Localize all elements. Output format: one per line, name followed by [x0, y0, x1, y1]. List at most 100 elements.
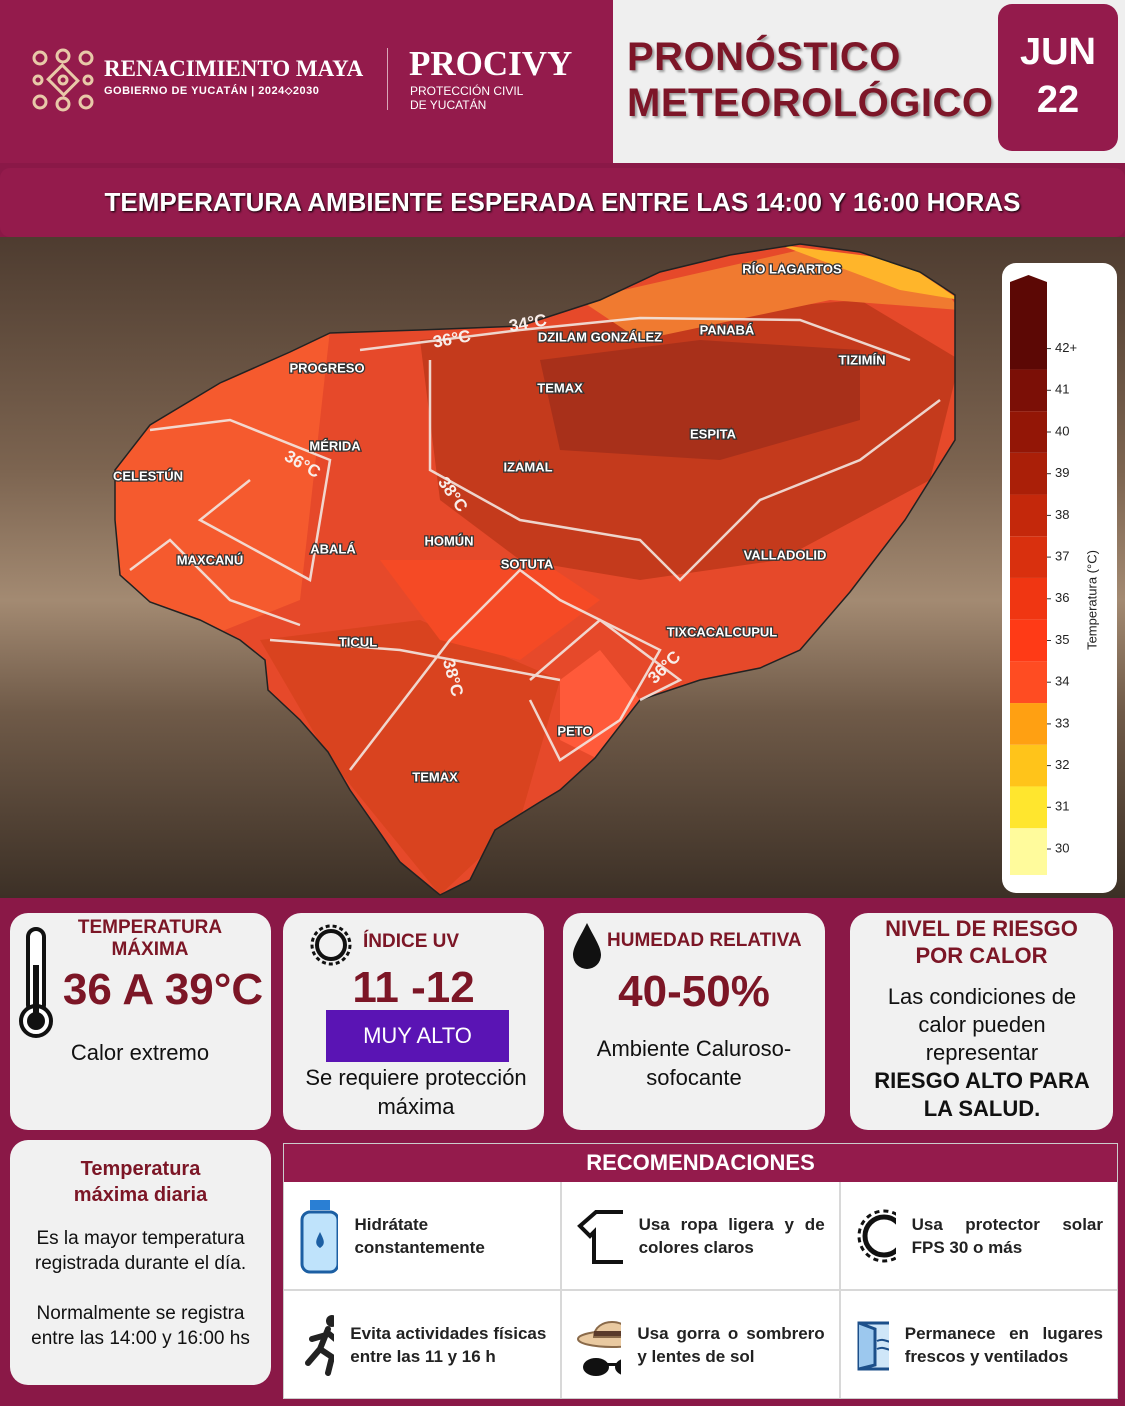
- agency-name: PROCIVY: [409, 44, 573, 83]
- place-label: TEMAX: [412, 769, 458, 784]
- risk-card: NIVEL DE RIESGO POR CALOR Las condicione…: [850, 913, 1113, 1130]
- sun-icon: [310, 924, 352, 966]
- agency-line: PROTECCIÓN CIVIL: [410, 84, 524, 98]
- title-line: PRONÓSTICO: [627, 35, 901, 79]
- uv-card: ÍNDICE UV 11 -12 MUY ALTO Se requiere pr…: [283, 913, 544, 1130]
- page-title: PRONÓSTICO METEOROLÓGICO: [627, 34, 994, 126]
- definition-title: Temperatura máxima diaria: [73, 1158, 208, 1206]
- colorbar-tick-label: 35: [1055, 632, 1069, 647]
- brand-years: 2024⬦2030: [258, 85, 320, 97]
- colorbar-tick-label: 34: [1055, 674, 1069, 689]
- recommendation: Evita actividades físicas entre las 11 y…: [284, 1291, 561, 1398]
- place-label: TIZIMÍN: [839, 352, 886, 367]
- colorbar-band: [1010, 369, 1047, 412]
- recommendation-text: Usa ropa ligera y de colores claros: [638, 1214, 825, 1257]
- recommendation-text: Evita actividades físicas entre las 11 y…: [350, 1323, 547, 1366]
- colorbar-band: [1010, 619, 1047, 662]
- date-box: JUN 22: [998, 4, 1118, 151]
- brand-subtitle: GOBIERNO DE YUCATÁN | 2024⬦2030: [104, 85, 320, 97]
- separator: [387, 48, 388, 110]
- colorbar-tick-label: 36: [1055, 590, 1069, 605]
- colorbar-band: [1010, 577, 1047, 620]
- card-value: 36 A 39°C: [62, 965, 264, 1014]
- hat-glasses-icon: [577, 1320, 622, 1376]
- recommendation: Usa gorra o sombrero y lentes de sol: [562, 1291, 839, 1398]
- colorbar-band: [1010, 536, 1047, 578]
- card-text: Calor extremo: [70, 1040, 210, 1065]
- colorbar-band: [1010, 703, 1047, 745]
- bottle-icon: [300, 1199, 339, 1273]
- banner: TEMPERATURA AMBIENTE ESPERADA ENTRE LAS …: [0, 168, 1125, 237]
- colorbar-cap: [1010, 275, 1047, 282]
- isotherm-lines: [129, 316, 941, 771]
- thermometer-icon: [19, 927, 53, 1038]
- place-label: TICUL: [339, 634, 377, 649]
- recommendation-text: Usa protector solar FPS 30 o más: [911, 1214, 1103, 1257]
- colorbar-band: [1010, 282, 1047, 370]
- agency-subtitle: PROTECCIÓN CIVIL DE YUCATÁN: [410, 84, 523, 112]
- colorbar-band: [1010, 452, 1047, 495]
- place-label: ABALÁ: [310, 541, 356, 556]
- colorbar-tick-label: 40: [1055, 423, 1069, 438]
- place-label: ESPITA: [690, 426, 737, 441]
- brand-logo: [32, 48, 94, 112]
- card-title: HUMEDAD RELATIVA: [607, 930, 802, 951]
- max-temp-card: TEMPERATURA MÁXIMA 36 A 39°C Calor extre…: [10, 913, 271, 1130]
- place-label: RÍO LAGARTOS: [742, 261, 842, 276]
- place-label: HOMÚN: [424, 533, 473, 548]
- recommendation: Usa ropa ligera y de colores claros: [562, 1182, 839, 1289]
- place-label: CELESTÚN: [113, 468, 183, 483]
- colorbar-band: [1010, 828, 1047, 875]
- colorbar-tick-label: 33: [1055, 715, 1069, 730]
- place-label: MAXCANÚ: [177, 552, 243, 567]
- header-brand-panel: RENACIMIENTO MAYA GOBIERNO DE YUCATÁN | …: [0, 0, 613, 163]
- drop-icon: [573, 923, 601, 969]
- colorbar-tick-label: 31: [1055, 799, 1069, 814]
- card-value: 11 -12: [352, 963, 475, 1012]
- brand-name: RENACIMIENTO MAYA: [104, 56, 364, 81]
- humidity-card: HUMEDAD RELATIVA 40-50% Ambiente Caluros…: [563, 913, 825, 1130]
- recommendation-text: Hidrátate constantemente: [354, 1214, 485, 1257]
- colorbar-tick-label: 38: [1055, 507, 1069, 522]
- card-text: Ambiente Caluroso-sofocante: [596, 1036, 792, 1090]
- map: RÍO LAGARTOS DZILAM GONZÁLEZ PANABÁ TIZIMÍN…: [112, 243, 1117, 896]
- colorbar-band: [1010, 744, 1047, 787]
- recommendation: Hidrátate constantemente: [284, 1182, 561, 1289]
- recommendations-grid: Hidrátate constantemente Usa ropa ligera…: [284, 1182, 1117, 1398]
- place-label: PROGRESO: [289, 360, 364, 375]
- colorbar-tick-label: 39: [1055, 465, 1069, 480]
- card-title: ÍNDICE UV: [363, 931, 460, 952]
- definition-text: Es la mayor temperatura registrada duran…: [34, 1228, 247, 1274]
- colorbar-tick-label: 32: [1055, 757, 1069, 772]
- date-month: JUN: [1019, 31, 1097, 73]
- recommendation: Permanece en lugares frescos y ventilado…: [840, 1291, 1117, 1398]
- date-day: 22: [1036, 79, 1080, 121]
- recommendation-text: Permanece en lugares frescos y ventilado…: [904, 1323, 1103, 1366]
- colorbar-band: [1010, 411, 1047, 453]
- shirt-icon: [577, 1209, 623, 1264]
- card-value: 40-50%: [618, 967, 770, 1016]
- card-text: Se requiere protección máxima: [305, 1065, 527, 1119]
- card-title: NIVEL DE RIESGO POR CALOR: [885, 916, 1078, 968]
- place-label: PETO: [557, 723, 592, 738]
- uv-badge: MUY ALTO: [326, 1010, 509, 1062]
- place-label: SOTUTA: [501, 556, 554, 571]
- window-icon: [857, 1321, 889, 1370]
- recommendations-title: RECOMENDACIONES: [284, 1144, 1117, 1182]
- colorbar-band: [1010, 494, 1047, 537]
- place-label: VALLADOLID: [744, 547, 827, 562]
- place-label: DZILAM GONZÁLEZ: [538, 329, 662, 344]
- card-text: Las condiciones de calor pueden represen…: [887, 984, 1077, 1065]
- colorbar-tick-label: 37: [1055, 549, 1069, 564]
- card-emphasis: RIESGO ALTO PARA LA SALUD.: [874, 1068, 1090, 1121]
- place-label: MÉRIDA: [309, 438, 361, 453]
- place-label: TIXCACALCUPUL: [667, 624, 778, 639]
- definition-text: Normalmente se registra entre las 14:00 …: [31, 1303, 250, 1349]
- recommendation-text: Usa gorra o sombrero y lentes de sol: [637, 1323, 825, 1366]
- place-label: TEMAX: [537, 380, 583, 395]
- colorbar-label: Temperatura (°C): [1084, 550, 1099, 650]
- colorbar-band: [1010, 786, 1047, 829]
- sun-icon: [857, 1209, 896, 1262]
- colorbar-band: [1010, 661, 1047, 704]
